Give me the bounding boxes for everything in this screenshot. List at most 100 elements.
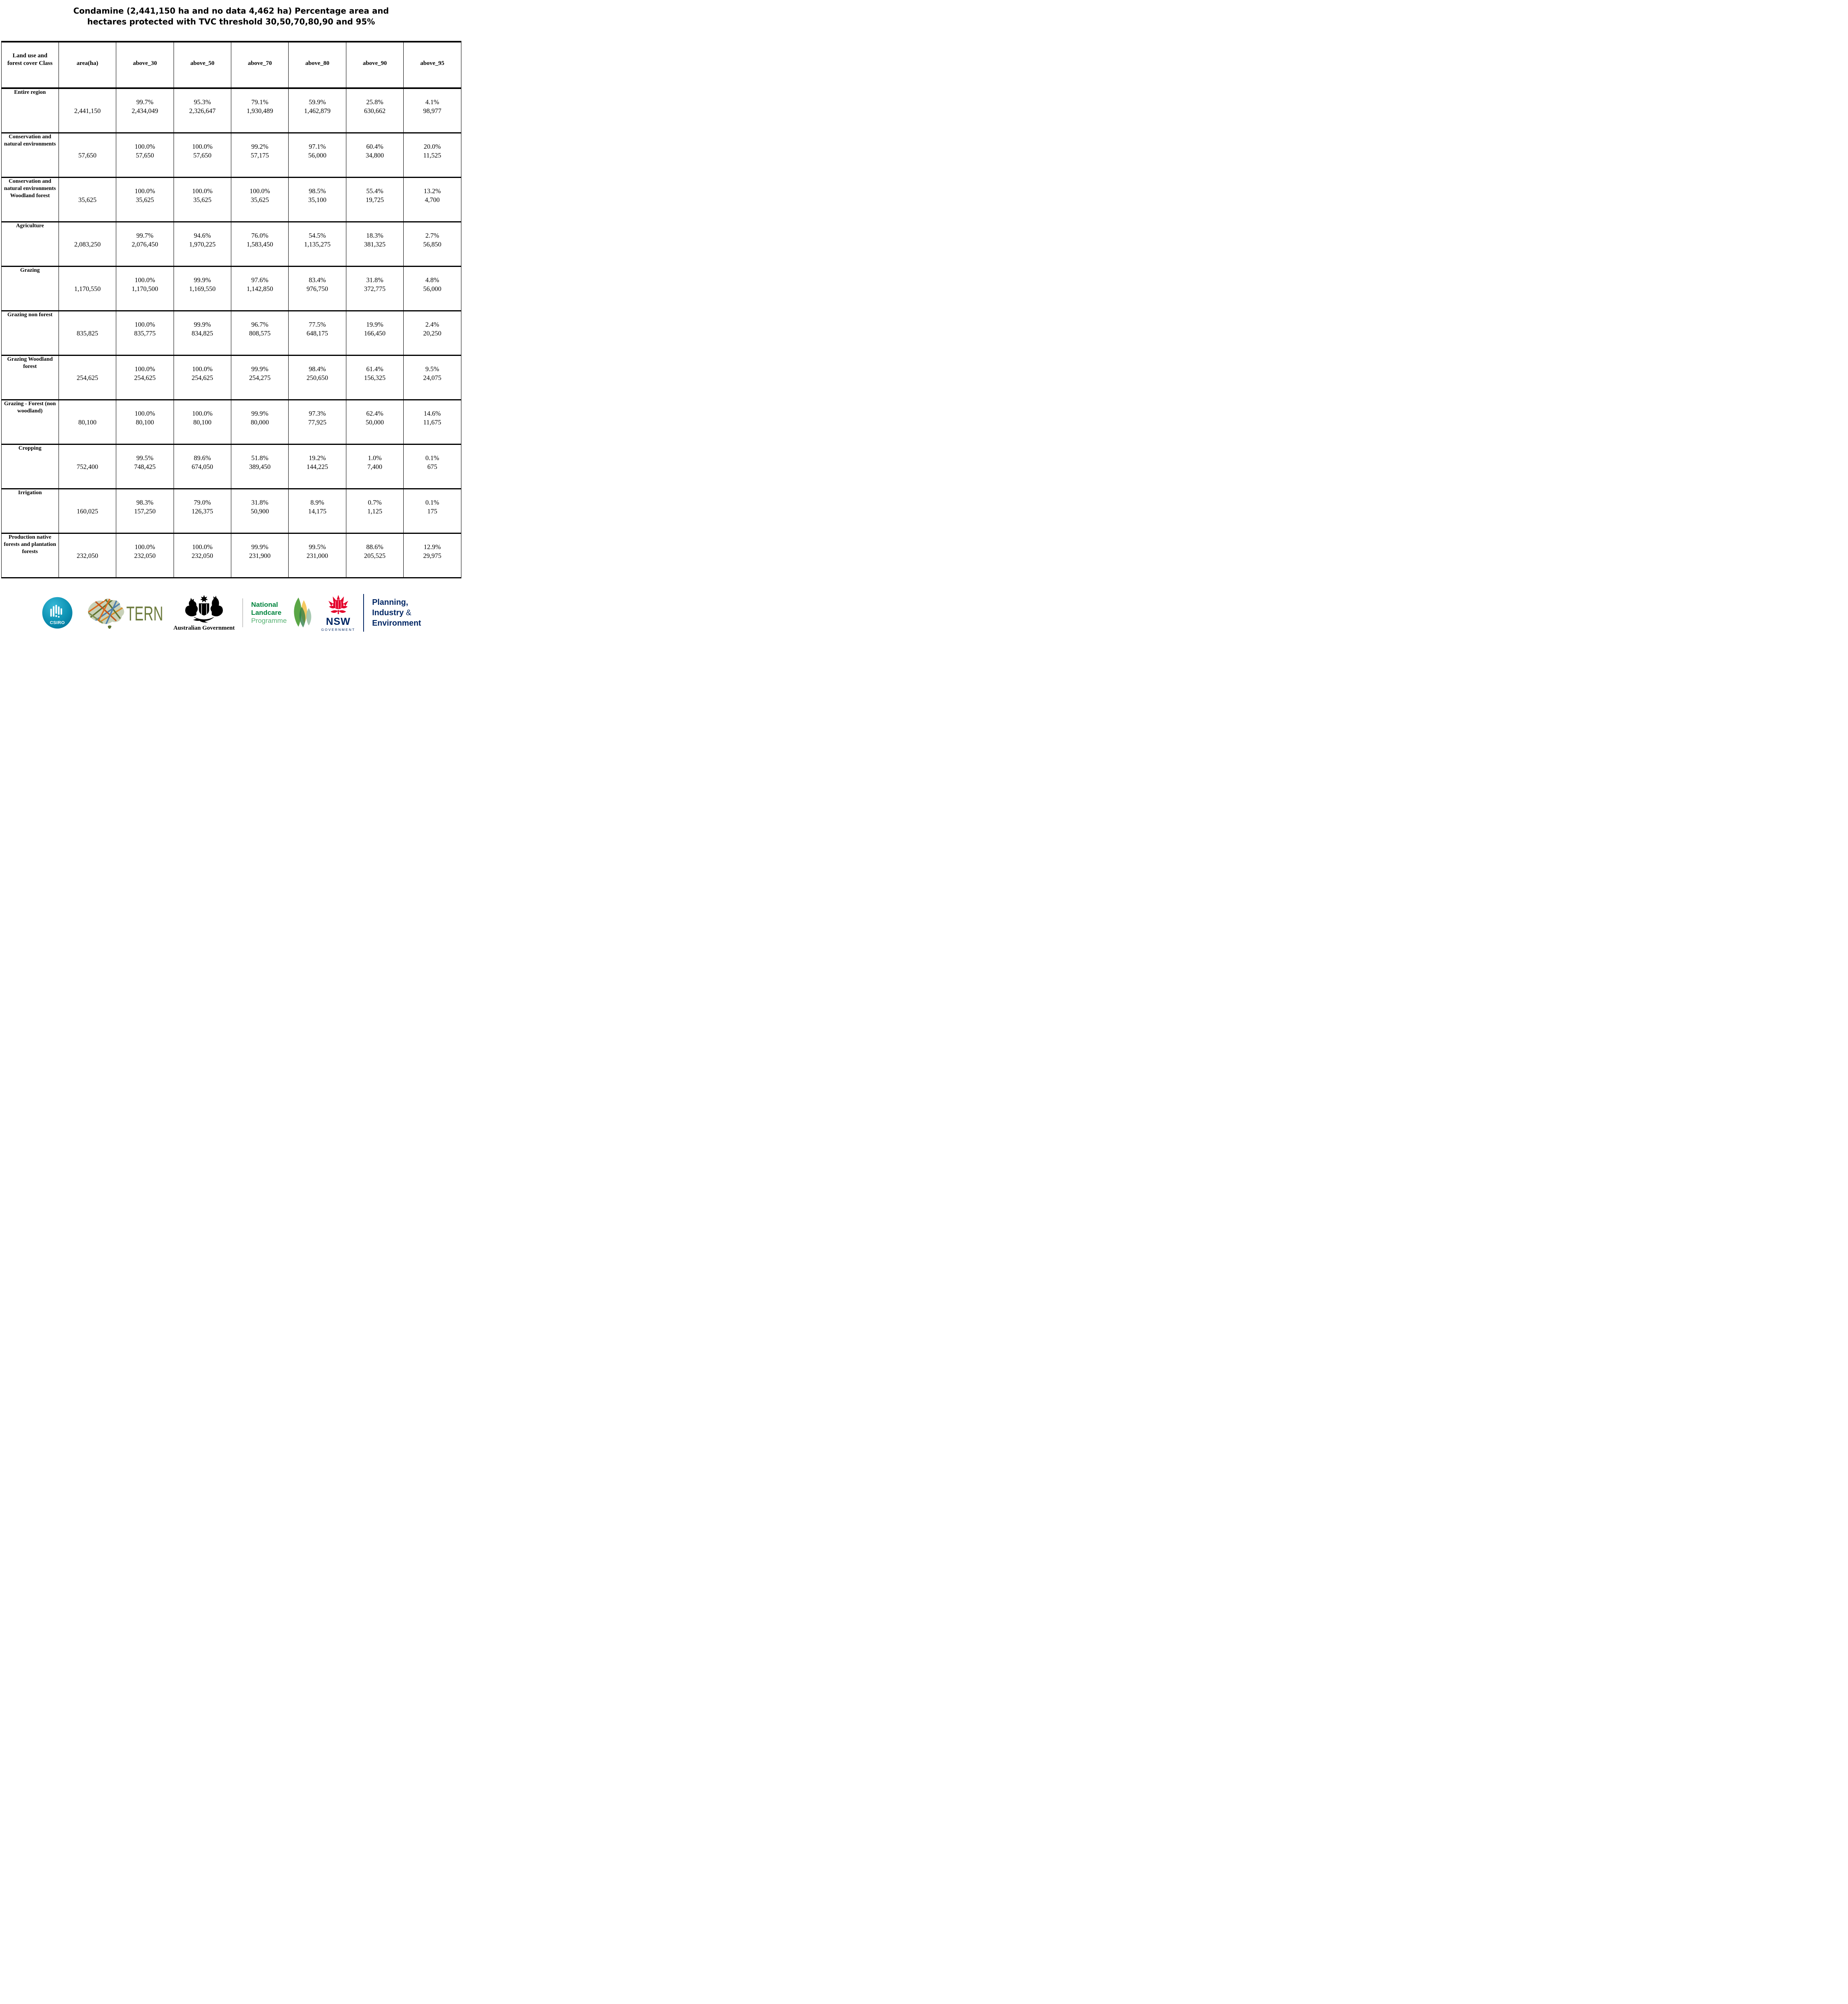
ha-value: 1,135,275 bbox=[304, 240, 331, 248]
ha-value: 254,625 bbox=[192, 374, 213, 382]
pct-value: 100.0% bbox=[135, 321, 155, 328]
area-value: 1,170,550 bbox=[74, 285, 101, 293]
nsw-divider bbox=[363, 594, 364, 632]
area-value: 232,050 bbox=[77, 552, 98, 560]
area-value: 835,825 bbox=[77, 329, 98, 337]
row-label: Production native forests and plantation… bbox=[1, 533, 59, 578]
pct-value: 1.0% bbox=[368, 454, 382, 462]
agency-label-line3: Environment bbox=[372, 619, 421, 628]
pct-value: 98.4% bbox=[309, 365, 326, 373]
ha-value: 1,142,850 bbox=[247, 285, 273, 293]
data-cell: 0.7% 1,125 bbox=[346, 489, 404, 534]
data-cell: 100.0% 35,625 bbox=[230, 177, 289, 222]
area-value: 254,625 bbox=[77, 374, 98, 382]
ha-value: 2,434,049 bbox=[131, 107, 158, 115]
data-cell: 59.9% 1,462,879 bbox=[288, 88, 346, 133]
data-cell: 55.4% 19,725 bbox=[346, 177, 404, 222]
data-cell: 100.0% 232,050 bbox=[116, 533, 174, 578]
coat-of-arms-icon bbox=[185, 595, 223, 622]
ha-value: 156,325 bbox=[364, 374, 386, 382]
ha-value: 19,725 bbox=[366, 196, 384, 204]
data-cell: 100.0% 835,775 bbox=[116, 311, 174, 356]
area-value: 35,625 bbox=[78, 196, 97, 204]
pct-value: 18.3% bbox=[366, 232, 384, 239]
pct-value: 97.1% bbox=[309, 143, 326, 150]
data-cell: 2.7% 56,850 bbox=[403, 222, 461, 267]
ha-value: 57,175 bbox=[251, 152, 269, 159]
table-row: Grazing Woodland forest 254,625 100.0% 25… bbox=[1, 355, 461, 400]
data-cell: 88.6% 205,525 bbox=[346, 533, 404, 578]
ha-value: 50,900 bbox=[251, 507, 269, 515]
data-cell: 61.4% 156,325 bbox=[346, 355, 404, 400]
col-header-above-95: above_95 bbox=[403, 41, 461, 89]
pct-value: 100.0% bbox=[192, 365, 213, 373]
landcare-label-line2: Landcare bbox=[251, 609, 282, 616]
data-cell: 97.3% 77,925 bbox=[288, 400, 346, 445]
ha-value: 630,662 bbox=[364, 107, 386, 115]
ha-value: 144,225 bbox=[306, 463, 328, 471]
pct-value: 99.7% bbox=[136, 232, 154, 239]
pct-value: 100.0% bbox=[135, 365, 155, 373]
pct-value: 0.7% bbox=[368, 499, 382, 506]
area-cell: 752,400 bbox=[58, 444, 117, 489]
pct-value: 97.6% bbox=[251, 276, 269, 284]
row-label: Grazing non forest bbox=[1, 311, 59, 356]
pct-value: 60.4% bbox=[366, 143, 384, 150]
tvc-protection-table: Land use and forest cover Class area(ha)… bbox=[1, 41, 461, 578]
ha-value: 1,583,450 bbox=[247, 240, 273, 248]
ha-value: 29,975 bbox=[423, 552, 441, 560]
agency-label-line1: Planning, bbox=[372, 598, 408, 607]
data-cell: 54.5% 1,135,275 bbox=[288, 222, 346, 267]
ha-value: 1,170,500 bbox=[131, 285, 158, 293]
ha-value: 20,250 bbox=[423, 329, 441, 337]
col-header-class: Land use and forest cover Class bbox=[1, 41, 59, 89]
data-cell: 79.1% 1,930,489 bbox=[230, 88, 289, 133]
data-cell: 94.6% 1,970,225 bbox=[173, 222, 232, 267]
nsw-government-logo: NSW GOVERNMENT bbox=[321, 594, 355, 632]
data-cell: 4.8% 56,000 bbox=[403, 266, 461, 311]
national-landcare-logo: National Landcare Programme bbox=[251, 596, 313, 630]
landcare-leaves-icon bbox=[294, 597, 311, 628]
ha-value: 80,100 bbox=[193, 418, 212, 426]
data-cell: 79.0% 126,375 bbox=[173, 489, 232, 534]
data-cell: 100.0% 232,050 bbox=[173, 533, 232, 578]
area-cell: 35,625 bbox=[58, 177, 117, 222]
ha-value: 56,000 bbox=[308, 152, 327, 159]
pct-value: 99.7% bbox=[136, 98, 154, 106]
pct-value: 100.0% bbox=[249, 187, 270, 195]
area-value: 2,083,250 bbox=[74, 240, 101, 248]
ha-value: 834,825 bbox=[192, 329, 213, 337]
pct-value: 9.5% bbox=[425, 365, 439, 373]
planning-industry-environment-logo: Planning, Industry & Environment bbox=[372, 597, 421, 628]
table-row: Cropping 752,400 99.5% 748,425 89.6% 674,0… bbox=[1, 444, 461, 489]
csiro-icon: CSIRO bbox=[42, 597, 73, 629]
ha-value: 674,050 bbox=[192, 463, 213, 471]
area-cell: 2,441,150 bbox=[58, 88, 117, 133]
pct-value: 25.8% bbox=[366, 98, 384, 106]
data-cell: 95.3% 2,326,647 bbox=[173, 88, 232, 133]
pct-value: 83.4% bbox=[309, 276, 326, 284]
data-cell: 100.0% 254,625 bbox=[116, 355, 174, 400]
ha-value: 126,375 bbox=[192, 507, 213, 515]
col-header-area: area(ha) bbox=[58, 41, 117, 89]
data-cell: 62.4% 50,000 bbox=[346, 400, 404, 445]
pct-value: 79.1% bbox=[251, 98, 269, 106]
table-row: Conservation and natural environments Wo… bbox=[1, 177, 461, 222]
ha-value: 1,125 bbox=[367, 507, 382, 515]
pct-value: 99.9% bbox=[251, 543, 269, 551]
table-row: Agriculture 2,083,250 99.7% 2,076,450 94.… bbox=[1, 222, 461, 267]
pct-value: 0.1% bbox=[425, 499, 439, 506]
pct-value: 99.9% bbox=[194, 321, 211, 328]
csiro-label: CSIRO bbox=[50, 620, 65, 625]
pct-value: 100.0% bbox=[192, 410, 213, 417]
data-cell: 100.0% 80,100 bbox=[116, 400, 174, 445]
data-cell: 100.0% 80,100 bbox=[173, 400, 232, 445]
data-cell: 0.1% 175 bbox=[403, 489, 461, 534]
ha-value: 57,650 bbox=[193, 152, 212, 159]
data-cell: 98.5% 35,100 bbox=[288, 177, 346, 222]
ha-value: 976,750 bbox=[306, 285, 328, 293]
ha-value: 24,075 bbox=[423, 374, 441, 382]
data-cell: 96.7% 808,575 bbox=[230, 311, 289, 356]
area-value: 57,650 bbox=[78, 152, 97, 159]
ha-value: 57,650 bbox=[135, 152, 154, 159]
